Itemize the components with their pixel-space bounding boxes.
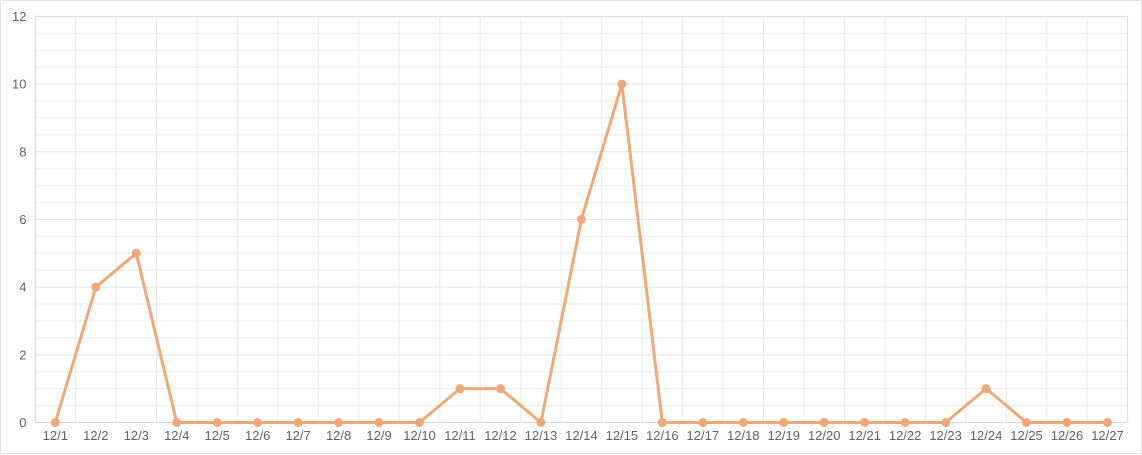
svg-text:12/10: 12/10	[403, 428, 436, 443]
svg-text:12/8: 12/8	[326, 428, 351, 443]
svg-text:12/25: 12/25	[1010, 428, 1043, 443]
svg-text:12/3: 12/3	[124, 428, 149, 443]
svg-text:12/9: 12/9	[366, 428, 391, 443]
svg-text:0: 0	[19, 415, 26, 430]
svg-text:12/26: 12/26	[1051, 428, 1084, 443]
svg-text:12/2: 12/2	[83, 428, 108, 443]
svg-text:4: 4	[19, 280, 26, 295]
svg-text:12/12: 12/12	[484, 428, 517, 443]
svg-text:12/1: 12/1	[43, 428, 68, 443]
svg-text:12/4: 12/4	[164, 428, 189, 443]
svg-text:12/19: 12/19	[767, 428, 800, 443]
svg-text:12/22: 12/22	[889, 428, 922, 443]
svg-text:12/7: 12/7	[285, 428, 310, 443]
svg-text:12/16: 12/16	[646, 428, 679, 443]
svg-text:12/18: 12/18	[727, 428, 760, 443]
svg-text:8: 8	[19, 144, 26, 159]
svg-text:10: 10	[12, 77, 26, 92]
svg-text:12/11: 12/11	[444, 428, 476, 443]
svg-text:12/13: 12/13	[525, 428, 558, 443]
svg-text:12/20: 12/20	[808, 428, 841, 443]
svg-text:12/24: 12/24	[970, 428, 1003, 443]
svg-text:12/15: 12/15	[606, 428, 639, 443]
svg-text:12/5: 12/5	[205, 428, 230, 443]
svg-text:12/6: 12/6	[245, 428, 270, 443]
svg-text:12/27: 12/27	[1091, 428, 1124, 443]
svg-text:12/23: 12/23	[929, 428, 962, 443]
svg-text:12/14: 12/14	[565, 428, 598, 443]
svg-text:2: 2	[19, 347, 26, 362]
svg-text:12: 12	[12, 9, 26, 24]
svg-text:12/21: 12/21	[848, 428, 881, 443]
svg-text:12/17: 12/17	[687, 428, 720, 443]
svg-text:6: 6	[19, 212, 26, 227]
